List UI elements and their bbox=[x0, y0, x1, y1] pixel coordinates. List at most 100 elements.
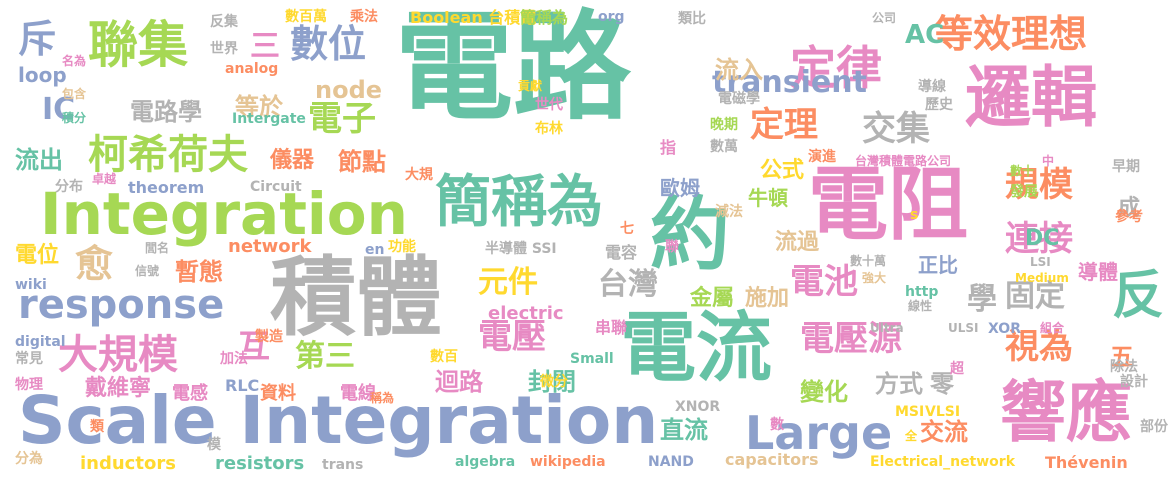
cloud-word: 電容 bbox=[605, 243, 638, 262]
cloud-word: 電子 bbox=[308, 99, 376, 139]
cloud-word: 台灣積體電路公司 bbox=[855, 154, 952, 168]
cloud-word: 電路 bbox=[395, 0, 632, 136]
cloud-word: XOR bbox=[988, 321, 1021, 337]
cloud-word: VLSI bbox=[925, 404, 961, 420]
cloud-word: Scale Integration bbox=[18, 382, 659, 459]
cloud-word: 節點 bbox=[338, 148, 386, 176]
cloud-word: 斥 bbox=[18, 17, 57, 61]
cloud-word: 包含 bbox=[62, 87, 87, 101]
cloud-word: 響應 bbox=[1000, 374, 1132, 451]
cloud-word: 愈 bbox=[75, 242, 114, 286]
cloud-word: network bbox=[228, 236, 312, 257]
cloud-word: 變化 bbox=[800, 378, 848, 406]
cloud-word: 第三 bbox=[295, 339, 355, 374]
cloud-word: wiki bbox=[15, 277, 47, 293]
cloud-word: 約 bbox=[650, 188, 730, 281]
cloud-word: 閭名 bbox=[145, 241, 170, 255]
cloud-word: 元件 bbox=[478, 265, 538, 300]
cloud-word: 歷史 bbox=[925, 97, 953, 113]
cloud-word: 串聯 bbox=[595, 318, 628, 337]
cloud-word: 中 bbox=[1042, 154, 1055, 168]
cloud-word: 定律 bbox=[790, 41, 882, 95]
cloud-word: en bbox=[365, 242, 385, 258]
cloud-word: 電池 bbox=[790, 262, 858, 302]
cloud-word: 零 bbox=[930, 370, 954, 398]
cloud-word: 卓越 bbox=[92, 172, 117, 186]
cloud-word: Integration bbox=[40, 180, 408, 248]
cloud-word: 三 bbox=[250, 29, 280, 64]
cloud-word: 聯 bbox=[665, 239, 679, 255]
cloud-word: 數十 bbox=[1010, 164, 1035, 178]
cloud-word: 流過 bbox=[775, 230, 820, 255]
cloud-word: 施加 bbox=[745, 286, 790, 311]
cloud-word: 迴路 bbox=[435, 368, 483, 396]
cloud-word: ULSI bbox=[948, 321, 979, 335]
cloud-word: 部份 bbox=[1140, 419, 1168, 435]
cloud-word: 數百萬 bbox=[285, 9, 327, 25]
cloud-word: 電位 bbox=[15, 243, 60, 268]
cloud-word: Boolean 台積電 bbox=[410, 8, 537, 27]
cloud-word: 指 bbox=[660, 138, 677, 157]
cloud-word: 電流 bbox=[620, 303, 772, 392]
cloud-word: DC bbox=[1025, 226, 1060, 251]
cloud-word: 成 bbox=[1118, 196, 1141, 221]
cloud-word: 製造 bbox=[255, 329, 283, 345]
cloud-word: electric bbox=[488, 303, 564, 324]
cloud-word: algebra bbox=[455, 454, 516, 470]
cloud-word: 交集 bbox=[862, 109, 930, 149]
cloud-word: 減法 bbox=[715, 204, 743, 220]
cloud-word: 直流 bbox=[660, 416, 708, 444]
cloud-word: Ultra bbox=[870, 321, 904, 335]
cloud-word: 暫態 bbox=[175, 258, 223, 286]
cloud-word: 等效理想 bbox=[935, 12, 1088, 56]
cloud-word: 定理 bbox=[750, 105, 818, 145]
cloud-word: 規模 bbox=[1005, 165, 1073, 205]
cloud-word: XNOR bbox=[675, 399, 721, 415]
cloud-word: 資料 bbox=[260, 383, 296, 404]
cloud-word: 常見 bbox=[15, 351, 43, 367]
cloud-word: 演進 bbox=[808, 149, 836, 165]
cloud-word: 互 bbox=[238, 327, 271, 365]
cloud-word: 功能 bbox=[388, 239, 416, 255]
cloud-word: 半導體 SSI bbox=[485, 241, 557, 257]
cloud-word: 邏輯 bbox=[965, 59, 1097, 136]
cloud-word: 方式 bbox=[875, 370, 923, 398]
cloud-word: 聯集 bbox=[88, 16, 188, 74]
cloud-word: 電路學 bbox=[130, 98, 202, 126]
cloud-word: 名為 bbox=[62, 54, 87, 68]
cloud-word: 正比 bbox=[918, 253, 958, 277]
cloud-word: 簡稱為 bbox=[435, 170, 603, 235]
cloud-word: 七 bbox=[620, 221, 634, 237]
cloud-word: 牛頓 bbox=[748, 186, 788, 210]
cloud-word: inductors bbox=[80, 453, 176, 474]
cloud-word: 強大 bbox=[862, 271, 887, 285]
cloud-word: resistors bbox=[215, 453, 305, 474]
cloud-word: 類 bbox=[90, 419, 104, 435]
cloud-word: 五 bbox=[1110, 343, 1134, 371]
cloud-word: digital bbox=[15, 334, 66, 350]
cloud-word: 數十萬 bbox=[850, 254, 887, 268]
cloud-word: capacitors bbox=[725, 450, 819, 469]
cloud-word: 電磁學 bbox=[718, 91, 760, 107]
cloud-word: 大規 bbox=[405, 167, 433, 183]
cloud-word: 加法 bbox=[220, 351, 248, 367]
cloud-word: 台灣 bbox=[598, 267, 658, 302]
cloud-word: Intergate bbox=[232, 111, 306, 127]
cloud-word: 分為 bbox=[15, 451, 43, 467]
cloud-word: 固定 bbox=[1005, 279, 1065, 314]
cloud-word: 視為 bbox=[1005, 327, 1073, 367]
cloud-word: NAND bbox=[648, 454, 694, 470]
cloud-word: s bbox=[910, 207, 919, 223]
cloud-word: 數位 bbox=[290, 22, 367, 66]
cloud-word: trans bbox=[322, 457, 364, 473]
cloud-word: 電線 bbox=[340, 383, 376, 404]
cloud-word: 等於 bbox=[235, 93, 283, 121]
cloud-word: 組合 bbox=[1040, 321, 1065, 335]
cloud-word: analog bbox=[225, 61, 279, 77]
cloud-word: org bbox=[598, 9, 625, 25]
cloud-word: 流入 bbox=[715, 56, 763, 84]
cloud-word: 微分 bbox=[540, 374, 568, 390]
cloud-word: 簡稱為 bbox=[520, 8, 569, 27]
cloud-word: MSI bbox=[895, 404, 925, 420]
cloud-word: 電壓 bbox=[478, 317, 546, 357]
